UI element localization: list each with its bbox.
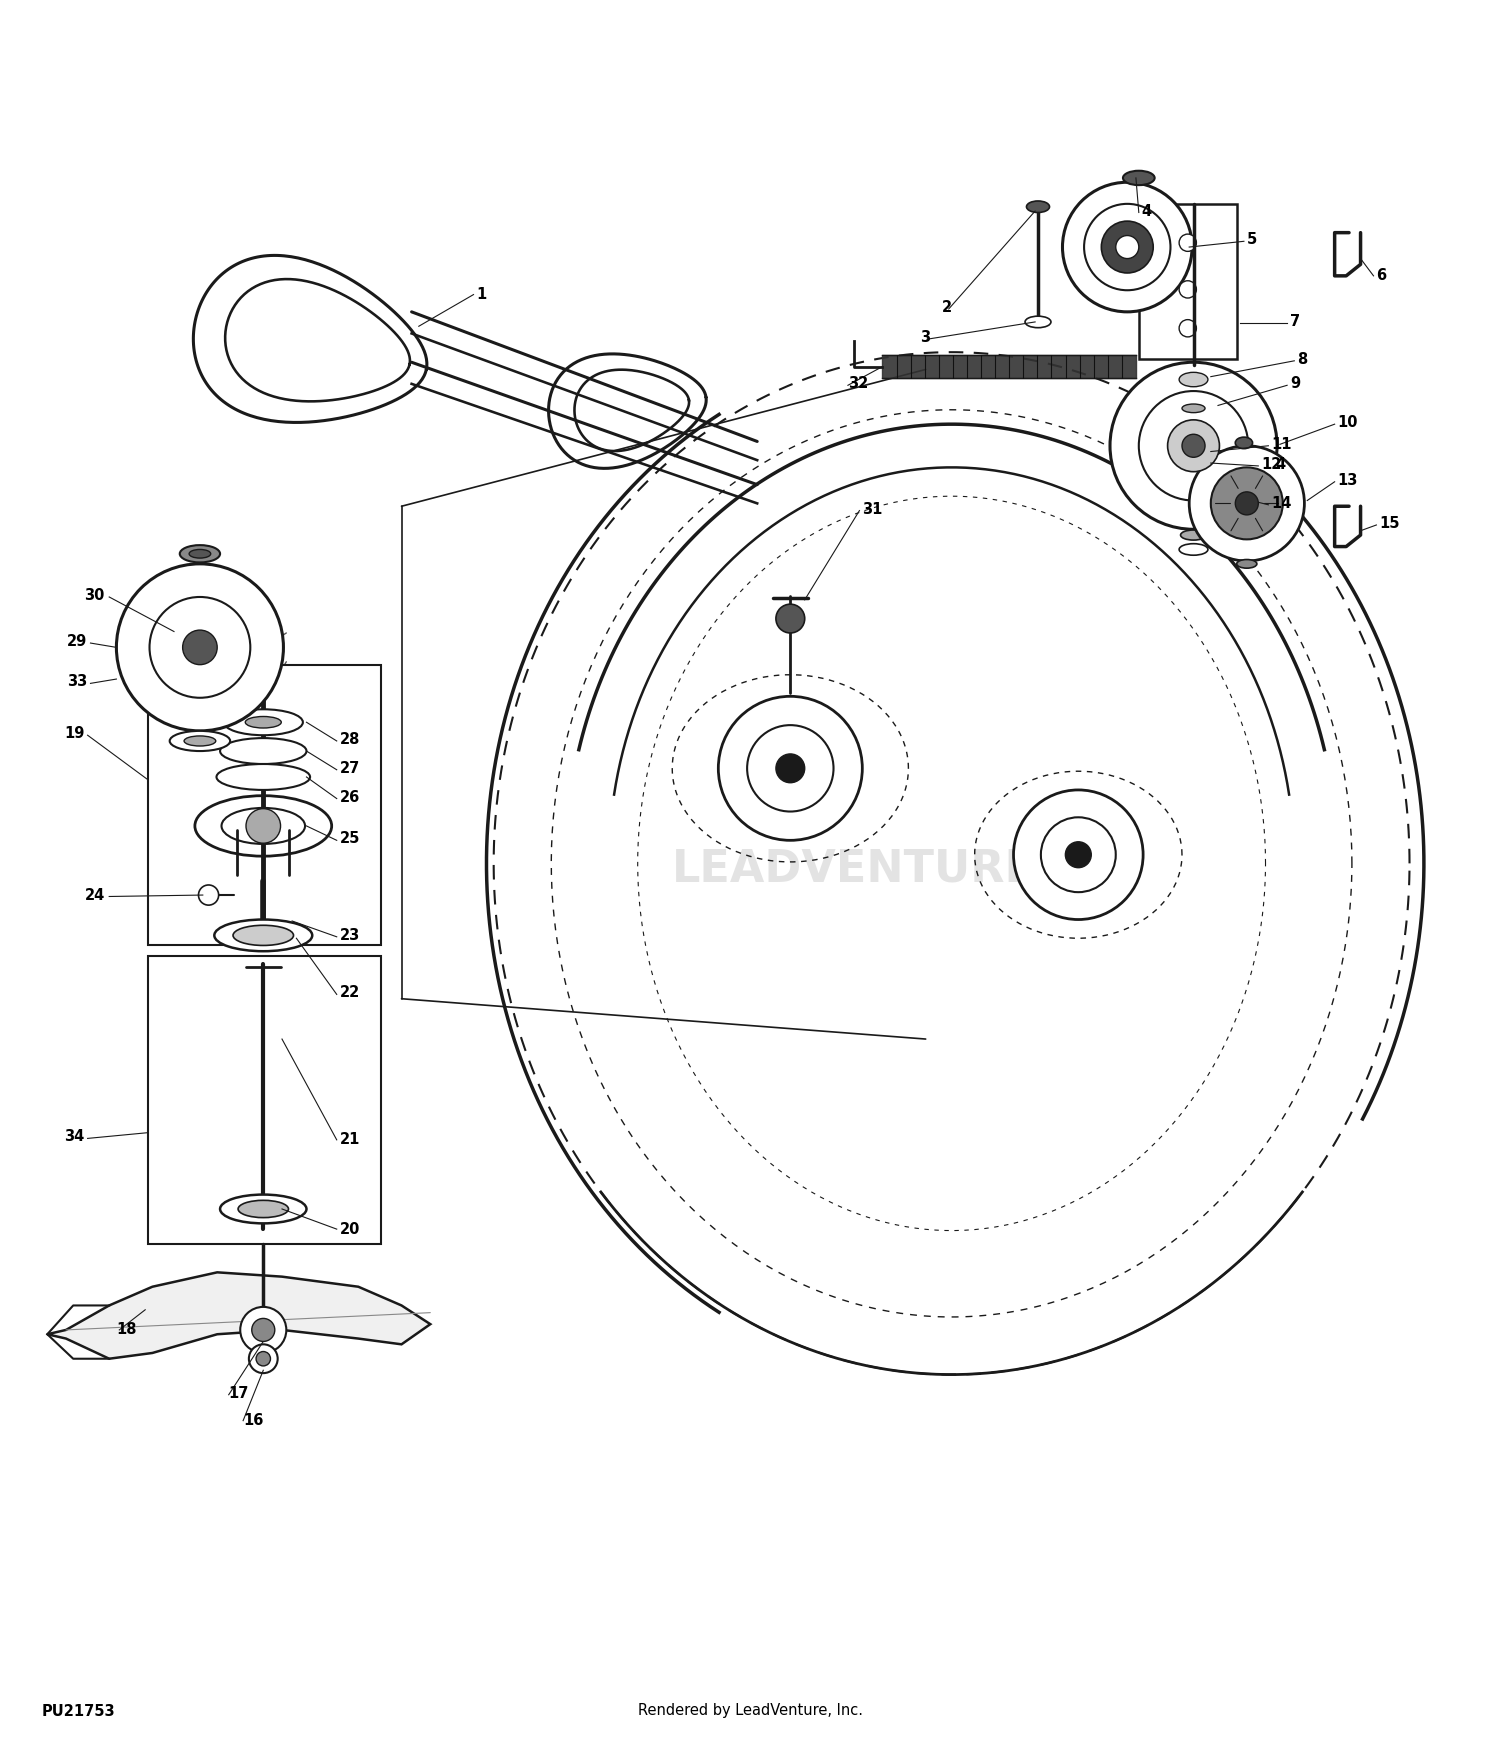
Circle shape	[1179, 280, 1197, 298]
Text: 4: 4	[1275, 457, 1286, 472]
Ellipse shape	[1236, 438, 1252, 448]
Text: 6: 6	[1377, 268, 1386, 284]
Circle shape	[1179, 234, 1197, 252]
Circle shape	[718, 696, 862, 840]
Circle shape	[1041, 817, 1116, 892]
Text: 3: 3	[920, 331, 930, 345]
Circle shape	[1182, 434, 1204, 457]
Text: Rendered by LeadVenture, Inc.: Rendered by LeadVenture, Inc.	[638, 1703, 862, 1718]
Circle shape	[1138, 390, 1248, 500]
Ellipse shape	[1179, 373, 1208, 387]
Text: 22: 22	[339, 985, 360, 1001]
Text: 20: 20	[339, 1222, 360, 1237]
Text: 32: 32	[847, 376, 868, 392]
Ellipse shape	[1179, 544, 1208, 555]
Circle shape	[1210, 467, 1282, 539]
Text: 1: 1	[477, 287, 486, 303]
Text: 16: 16	[243, 1414, 264, 1428]
Ellipse shape	[238, 1200, 288, 1218]
Text: 12: 12	[1262, 457, 1281, 472]
Text: 19: 19	[64, 726, 84, 742]
Text: 15: 15	[1380, 516, 1400, 530]
Circle shape	[252, 1318, 274, 1342]
Ellipse shape	[232, 926, 294, 945]
Circle shape	[776, 754, 804, 782]
Circle shape	[117, 564, 284, 732]
Text: 25: 25	[339, 831, 360, 847]
Bar	[1138, 203, 1236, 359]
Circle shape	[1110, 362, 1276, 528]
Text: 4: 4	[1142, 203, 1152, 219]
Text: 21: 21	[339, 1132, 360, 1148]
Ellipse shape	[1026, 201, 1050, 212]
Ellipse shape	[1180, 530, 1206, 541]
Ellipse shape	[1124, 172, 1155, 186]
Ellipse shape	[180, 546, 220, 562]
Text: 27: 27	[339, 761, 360, 775]
Ellipse shape	[220, 1195, 306, 1223]
Text: 5: 5	[1246, 233, 1257, 247]
Text: LEADVENTURE: LEADVENTURE	[672, 847, 1035, 891]
Text: 18: 18	[117, 1323, 136, 1337]
Circle shape	[1014, 789, 1143, 919]
Circle shape	[183, 630, 218, 665]
Bar	[148, 665, 381, 945]
Circle shape	[1062, 182, 1192, 312]
Circle shape	[249, 1344, 278, 1374]
Ellipse shape	[216, 765, 310, 789]
Polygon shape	[48, 1272, 430, 1358]
Text: 8: 8	[1298, 352, 1308, 367]
Text: 24: 24	[84, 887, 105, 903]
Ellipse shape	[170, 732, 230, 751]
Circle shape	[1101, 220, 1154, 273]
Circle shape	[256, 1351, 270, 1367]
Text: 23: 23	[339, 928, 360, 943]
Ellipse shape	[246, 716, 282, 728]
Text: PU21753: PU21753	[42, 1703, 116, 1718]
Circle shape	[150, 597, 250, 698]
Text: 17: 17	[228, 1386, 249, 1400]
Circle shape	[1084, 203, 1170, 290]
Circle shape	[747, 724, 834, 812]
Circle shape	[1065, 842, 1092, 868]
Ellipse shape	[1182, 404, 1204, 413]
Ellipse shape	[195, 796, 332, 856]
Circle shape	[1190, 446, 1305, 562]
Ellipse shape	[222, 808, 304, 843]
Text: 26: 26	[339, 789, 360, 805]
Circle shape	[198, 886, 219, 905]
Text: 9: 9	[1290, 376, 1300, 392]
Ellipse shape	[220, 738, 306, 765]
Circle shape	[1179, 320, 1197, 338]
Ellipse shape	[189, 550, 210, 558]
Ellipse shape	[224, 709, 303, 735]
Text: 11: 11	[1272, 438, 1292, 452]
Bar	[148, 956, 381, 1244]
Ellipse shape	[184, 737, 216, 746]
Text: 7: 7	[1290, 315, 1300, 329]
Text: 14: 14	[1272, 495, 1292, 511]
Ellipse shape	[1172, 401, 1215, 415]
Ellipse shape	[1173, 368, 1214, 390]
Text: 28: 28	[339, 732, 360, 747]
Circle shape	[776, 604, 804, 634]
Ellipse shape	[1024, 317, 1051, 327]
Circle shape	[240, 1307, 286, 1353]
Circle shape	[1116, 236, 1138, 259]
Circle shape	[246, 808, 280, 843]
Text: 13: 13	[1338, 473, 1358, 488]
Text: 2: 2	[942, 299, 951, 315]
Circle shape	[1236, 492, 1258, 514]
Text: 31: 31	[862, 502, 882, 516]
Ellipse shape	[1236, 560, 1257, 569]
Text: 34: 34	[64, 1129, 84, 1144]
Text: 30: 30	[84, 588, 105, 604]
Text: 33: 33	[68, 674, 87, 690]
Ellipse shape	[214, 919, 312, 952]
Text: 29: 29	[68, 634, 87, 649]
Text: 10: 10	[1338, 415, 1358, 430]
Circle shape	[1167, 420, 1219, 473]
